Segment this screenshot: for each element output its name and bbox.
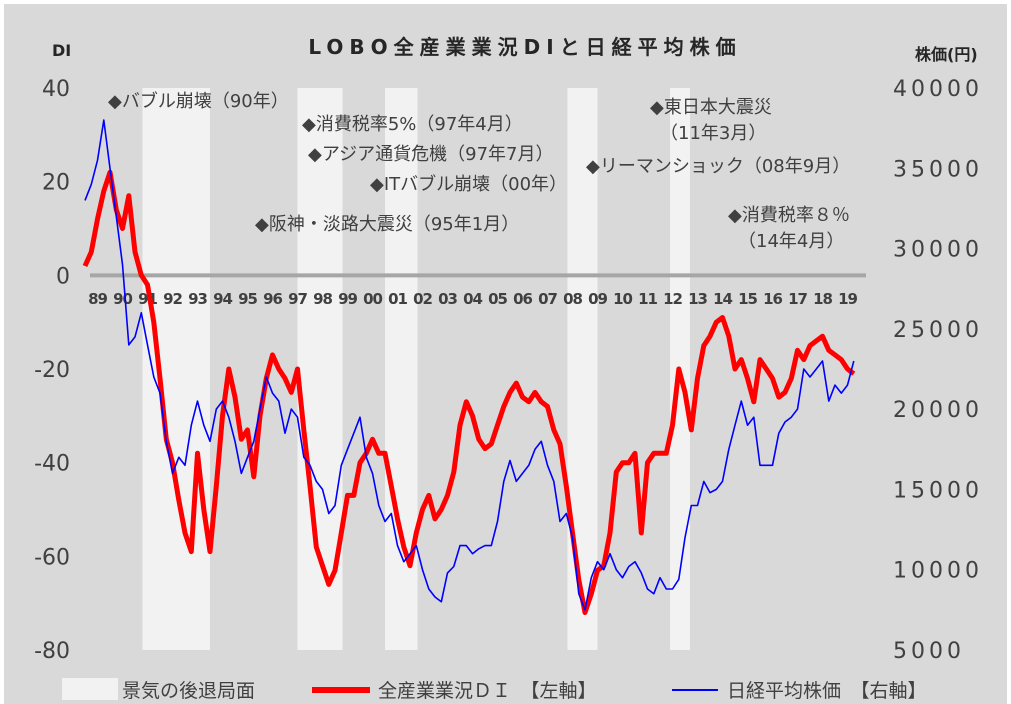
y-tick-label: 0 — [56, 264, 70, 289]
x-tick-label: 16 — [763, 290, 782, 308]
x-tick-label: 90 — [113, 290, 132, 308]
annotation: ◆バブル崩壊（90年） — [108, 90, 289, 112]
x-tick-label: 94 — [213, 290, 232, 308]
annotation: ◆消費税率８％ — [728, 205, 850, 226]
y2-tick-label: 30000 — [893, 238, 983, 263]
x-tick-label: 17 — [788, 290, 807, 308]
x-tick-label: 12 — [663, 290, 682, 308]
x-tick-label: 07 — [538, 290, 557, 308]
annotation: （14年4月） — [738, 231, 844, 252]
recession-band — [142, 88, 210, 650]
y2-tick-label: 5000 — [893, 639, 965, 664]
x-tick-label: 02 — [413, 290, 432, 308]
x-tick-label: 93 — [188, 290, 207, 308]
x-tick-label: 89 — [88, 290, 107, 308]
x-tick-label: 18 — [813, 290, 832, 308]
x-tick-label: 98 — [313, 290, 332, 308]
x-tick-label: 11 — [638, 290, 657, 308]
x-tick-label: 19 — [838, 290, 857, 308]
annotation: ◆東日本大震災 — [650, 97, 772, 118]
x-tick-label: 03 — [438, 290, 457, 308]
annotation: ◆アジア通貨危機（97年7月） — [308, 144, 553, 165]
x-tick-label: 96 — [263, 290, 282, 308]
y-tick-label: -40 — [34, 452, 70, 477]
y-tick-label: 20 — [42, 171, 70, 196]
x-tick-label: 01 — [388, 290, 407, 308]
x-tick-label: 14 — [713, 290, 732, 308]
x-tick-label: 10 — [613, 290, 632, 308]
y2-axis-label: 株価(円) — [915, 45, 978, 64]
legend-label: 全産業業況ＤＩ 【左軸】 — [378, 680, 597, 702]
y2-tick-label: 10000 — [893, 559, 983, 584]
series-line — [84, 119, 855, 611]
annotation: ◆ITバブル崩壊（00年） — [370, 173, 567, 195]
legend-swatch — [62, 678, 118, 700]
chart-title: LOBO全産業業況DIと日経平均株価 — [308, 35, 741, 59]
annotation: ◆リーマンショック（08年9月） — [586, 156, 850, 177]
y2-tick-label: 20000 — [893, 398, 983, 423]
x-tick-label: 15 — [738, 290, 757, 308]
x-tick-label: 95 — [238, 290, 257, 308]
x-tick-label: 92 — [163, 290, 182, 308]
y-tick-label: 40 — [42, 77, 70, 102]
x-tick-label: 00 — [363, 290, 382, 308]
y2-tick-label: 25000 — [893, 318, 983, 343]
y-tick-label: -20 — [34, 358, 70, 383]
y2-tick-label: 15000 — [893, 478, 983, 503]
legend-label: 景気の後退局面 — [122, 680, 255, 702]
legend-label: 日経平均株価 【右軸】 — [727, 680, 927, 702]
recession-band — [567, 88, 598, 650]
y2-tick-label: 35000 — [893, 157, 983, 182]
x-tick-label: 08 — [563, 290, 582, 308]
annotation: ◆阪神・淡路大震災（95年1月） — [255, 214, 519, 235]
recession-band — [385, 88, 418, 650]
x-tick-label: 97 — [288, 290, 307, 308]
series-line — [82, 169, 856, 615]
x-tick-label: 13 — [688, 290, 707, 308]
y-axis-label: DI — [52, 41, 71, 60]
annotation: ◆消費税率5%（97年4月） — [302, 114, 523, 135]
y-tick-label: -60 — [34, 545, 70, 570]
x-tick-label: 04 — [463, 290, 482, 308]
x-tick-label: 09 — [588, 290, 607, 308]
y-tick-label: -80 — [34, 639, 70, 664]
y2-tick-label: 40000 — [893, 77, 983, 102]
annotation: （11年3月） — [660, 123, 766, 144]
x-tick-label: 99 — [338, 290, 357, 308]
x-tick-label: 06 — [513, 290, 532, 308]
x-tick-label: 05 — [488, 290, 507, 308]
